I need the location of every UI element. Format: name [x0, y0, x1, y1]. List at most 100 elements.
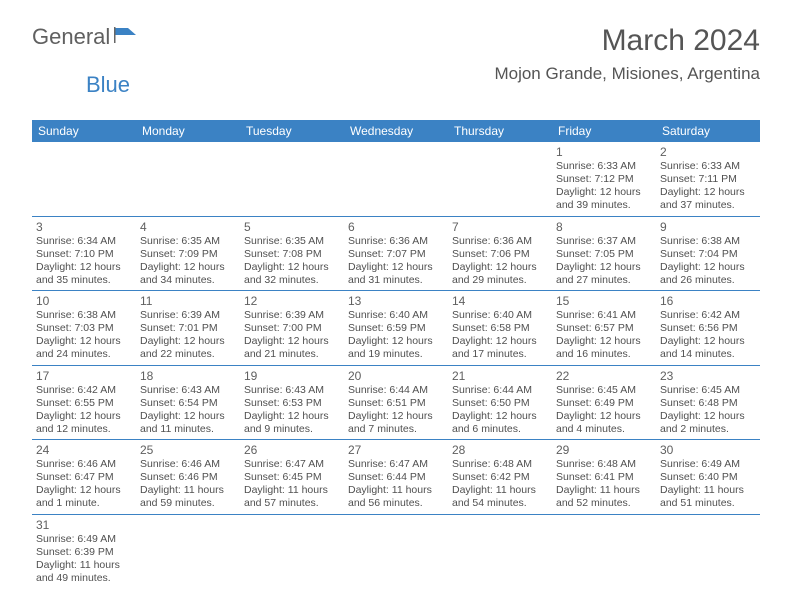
- sunset-text: Sunset: 7:09 PM: [140, 248, 236, 261]
- day-number: 4: [140, 220, 236, 234]
- daylight-text: and 4 minutes.: [556, 423, 652, 436]
- calendar-cell: [344, 142, 448, 216]
- sunset-text: Sunset: 6:56 PM: [660, 322, 756, 335]
- calendar-cell: 1Sunrise: 6:33 AMSunset: 7:12 PMDaylight…: [552, 142, 656, 216]
- flag-icon: [114, 26, 140, 49]
- calendar-cell: [240, 142, 344, 216]
- daylight-text: Daylight: 12 hours: [660, 261, 756, 274]
- sunrise-text: Sunrise: 6:44 AM: [348, 384, 444, 397]
- daylight-text: Daylight: 12 hours: [36, 335, 132, 348]
- brand-logo: General: [32, 24, 144, 50]
- daylight-text: Daylight: 12 hours: [140, 335, 236, 348]
- sunset-text: Sunset: 6:59 PM: [348, 322, 444, 335]
- sunset-text: Sunset: 7:05 PM: [556, 248, 652, 261]
- daylight-text: and 57 minutes.: [244, 497, 340, 510]
- sunrise-text: Sunrise: 6:46 AM: [36, 458, 132, 471]
- sunrise-text: Sunrise: 6:45 AM: [660, 384, 756, 397]
- day-number: 27: [348, 443, 444, 457]
- calendar-row: 17Sunrise: 6:42 AMSunset: 6:55 PM Dayligh…: [32, 365, 760, 440]
- day-number: 7: [452, 220, 548, 234]
- sunrise-text: Sunrise: 6:36 AM: [348, 235, 444, 248]
- sunset-text: Sunset: 6:57 PM: [556, 322, 652, 335]
- daylight-text: Daylight: 12 hours: [244, 335, 340, 348]
- daylight-text: and 59 minutes.: [140, 497, 236, 510]
- sunrise-text: Sunrise: 6:48 AM: [556, 458, 652, 471]
- sunrise-text: Sunrise: 6:36 AM: [452, 235, 548, 248]
- sunset-text: Sunset: 6:39 PM: [36, 546, 132, 559]
- sunset-text: Sunset: 6:49 PM: [556, 397, 652, 410]
- sunrise-text: Sunrise: 6:47 AM: [348, 458, 444, 471]
- calendar-row: 3Sunrise: 6:34 AMSunset: 7:10 PMDaylight…: [32, 216, 760, 291]
- sunset-text: Sunset: 6:42 PM: [452, 471, 548, 484]
- sunset-text: Sunset: 7:06 PM: [452, 248, 548, 261]
- day-number: 19: [244, 369, 340, 383]
- sunset-text: Sunset: 7:04 PM: [660, 248, 756, 261]
- day-number: 25: [140, 443, 236, 457]
- sunset-text: Sunset: 7:08 PM: [244, 248, 340, 261]
- sunset-text: Sunset: 6:46 PM: [140, 471, 236, 484]
- daylight-text: and 35 minutes.: [36, 274, 132, 287]
- daylight-text: and 21 minutes.: [244, 348, 340, 361]
- sunrise-text: Sunrise: 6:42 AM: [36, 384, 132, 397]
- sunset-text: Sunset: 7:01 PM: [140, 322, 236, 335]
- sunrise-text: Sunrise: 6:49 AM: [660, 458, 756, 471]
- sunset-text: Sunset: 6:58 PM: [452, 322, 548, 335]
- calendar-cell: [344, 514, 448, 588]
- calendar-row: 1Sunrise: 6:33 AMSunset: 7:12 PMDaylight…: [32, 142, 760, 216]
- daylight-text: Daylight: 12 hours: [660, 335, 756, 348]
- sunset-text: Sunset: 7:00 PM: [244, 322, 340, 335]
- day-number: 17: [36, 369, 132, 383]
- calendar-cell: 21Sunrise: 6:44 AMSunset: 6:50 PMDayligh…: [448, 365, 552, 440]
- daylight-text: Daylight: 12 hours: [556, 186, 652, 199]
- day-number: 9: [660, 220, 756, 234]
- daylight-text: Daylight: 12 hours: [660, 410, 756, 423]
- sunset-text: Sunset: 7:12 PM: [556, 173, 652, 186]
- calendar-cell: 31Sunrise: 6:49 AMSunset: 6:39 PMDayligh…: [32, 514, 136, 588]
- calendar-cell: 20Sunrise: 6:44 AMSunset: 6:51 PMDayligh…: [344, 365, 448, 440]
- day-number: 10: [36, 294, 132, 308]
- day-number: 14: [452, 294, 548, 308]
- day-number: 15: [556, 294, 652, 308]
- daylight-text: Daylight: 12 hours: [452, 335, 548, 348]
- day-number: 3: [36, 220, 132, 234]
- calendar-cell: 30Sunrise: 6:49 AMSunset: 6:40 PMDayligh…: [656, 440, 760, 515]
- day-number: 11: [140, 294, 236, 308]
- day-number: 26: [244, 443, 340, 457]
- daylight-text: Daylight: 12 hours: [140, 410, 236, 423]
- daylight-text: Daylight: 11 hours: [452, 484, 548, 497]
- daylight-text: Daylight: 12 hours: [348, 335, 444, 348]
- weekday-header: Saturday: [656, 120, 760, 142]
- weekday-header-row: Sunday Monday Tuesday Wednesday Thursday…: [32, 120, 760, 142]
- day-number: 13: [348, 294, 444, 308]
- daylight-text: and 11 minutes.: [140, 423, 236, 436]
- daylight-text: and 2 minutes.: [660, 423, 756, 436]
- calendar-cell: 18Sunrise: 6:43 AMSunset: 6:54 PMDayligh…: [136, 365, 240, 440]
- weekday-header: Friday: [552, 120, 656, 142]
- month-title: March 2024: [494, 24, 760, 58]
- sunrise-text: Sunrise: 6:49 AM: [36, 533, 132, 546]
- sunrise-text: Sunrise: 6:40 AM: [452, 309, 548, 322]
- day-number: 31: [36, 518, 132, 532]
- daylight-text: and 7 minutes.: [348, 423, 444, 436]
- calendar-cell: 14Sunrise: 6:40 AMSunset: 6:58 PMDayligh…: [448, 291, 552, 366]
- daylight-text: and 56 minutes.: [348, 497, 444, 510]
- sunrise-text: Sunrise: 6:45 AM: [556, 384, 652, 397]
- daylight-text: and 24 minutes.: [36, 348, 132, 361]
- sunset-text: Sunset: 6:44 PM: [348, 471, 444, 484]
- sunset-text: Sunset: 6:55 PM: [36, 397, 132, 410]
- title-block: March 2024 Mojon Grande, Misiones, Argen…: [494, 24, 760, 84]
- day-number: 28: [452, 443, 548, 457]
- weekday-header: Sunday: [32, 120, 136, 142]
- calendar-row: 24Sunrise: 6:46 AMSunset: 6:47 PMDayligh…: [32, 440, 760, 515]
- daylight-text: Daylight: 12 hours: [36, 261, 132, 274]
- daylight-text: and 52 minutes.: [556, 497, 652, 510]
- daylight-text: Daylight: 12 hours: [452, 261, 548, 274]
- daylight-text: Daylight: 11 hours: [36, 559, 132, 572]
- sunrise-text: Sunrise: 6:47 AM: [244, 458, 340, 471]
- daylight-text: and 16 minutes.: [556, 348, 652, 361]
- daylight-text: and 1 minute.: [36, 497, 132, 510]
- calendar-cell: 25Sunrise: 6:46 AMSunset: 6:46 PMDayligh…: [136, 440, 240, 515]
- calendar-cell: 23Sunrise: 6:45 AMSunset: 6:48 PMDayligh…: [656, 365, 760, 440]
- daylight-text: Daylight: 11 hours: [556, 484, 652, 497]
- sunrise-text: Sunrise: 6:34 AM: [36, 235, 132, 248]
